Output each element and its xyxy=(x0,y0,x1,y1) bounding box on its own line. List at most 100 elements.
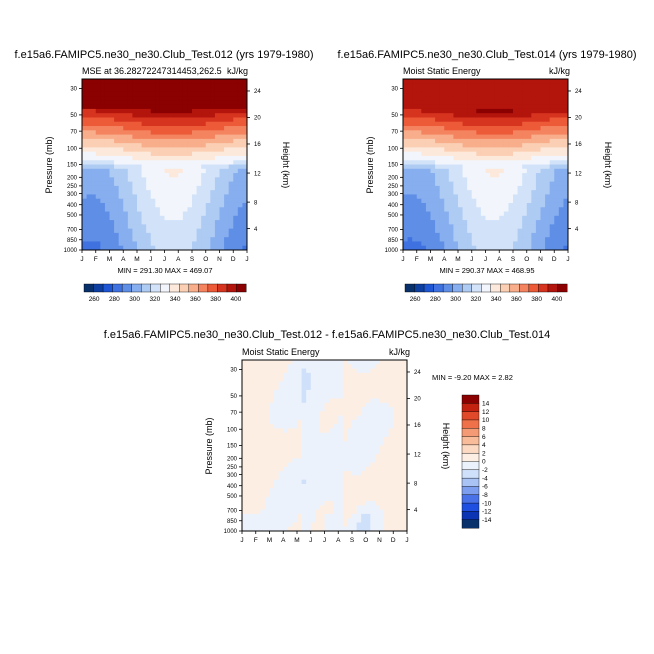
heatmap-cell xyxy=(155,190,161,195)
heatmap-cell xyxy=(104,164,110,170)
heatmap-cell xyxy=(407,207,413,212)
heatmap-cell xyxy=(301,449,307,455)
heatmap-cell xyxy=(412,91,418,97)
heatmap-cell xyxy=(356,364,362,369)
heatmap-cell xyxy=(178,232,184,238)
heatmap-cell xyxy=(480,100,486,106)
heatmap-cell xyxy=(201,79,207,84)
heatmap-cell xyxy=(503,228,509,234)
heatmap-cell xyxy=(196,87,202,93)
heatmap-cell xyxy=(526,215,532,221)
heatmap-cell xyxy=(169,134,175,140)
colorbar-label: 260 xyxy=(410,296,421,303)
heatmap-cell xyxy=(435,79,441,84)
heatmap-cell xyxy=(109,117,115,123)
heatmap-cell xyxy=(494,241,500,247)
heatmap-cell xyxy=(127,164,133,170)
heatmap-cell xyxy=(260,522,266,528)
heatmap-cell xyxy=(233,96,239,101)
heatmap-cell xyxy=(448,100,454,106)
heatmap-cell xyxy=(95,241,101,247)
heatmap-cell xyxy=(283,368,289,374)
heatmap-cell xyxy=(118,96,124,101)
heatmap-cell xyxy=(104,224,110,230)
heatmap-cell xyxy=(430,241,436,247)
heatmap-cell xyxy=(467,113,473,118)
heatmap-cell xyxy=(403,108,408,114)
heatmap-cell xyxy=(132,177,138,183)
heatmap-cell xyxy=(526,134,532,140)
heatmap-cell xyxy=(201,83,207,88)
heatmap-cell xyxy=(164,87,170,93)
heatmap-cell xyxy=(132,100,138,106)
heatmap-cell xyxy=(264,372,270,378)
heatmap-cell xyxy=(407,168,413,174)
heatmap-cell xyxy=(237,190,243,195)
heatmap-cell xyxy=(517,168,523,174)
heatmap-cell xyxy=(531,228,537,234)
heatmap-cell xyxy=(292,462,298,468)
heatmap-cell xyxy=(526,113,532,118)
heatmap-cell xyxy=(425,198,431,204)
heatmap-cell xyxy=(448,113,454,118)
heatmap-cell xyxy=(187,143,193,148)
heatmap-cell xyxy=(508,126,514,131)
heatmap-cell xyxy=(146,87,152,93)
heatmap-cell xyxy=(95,83,101,88)
heatmap-cell xyxy=(403,202,408,208)
heatmap-cell xyxy=(82,181,87,187)
heatmap-cell xyxy=(306,360,312,365)
heatmap-cell xyxy=(522,207,528,212)
heatmap-cell xyxy=(535,181,541,187)
heatmap-cell xyxy=(283,522,289,528)
heatmap-cell xyxy=(545,155,551,161)
heatmap-cell xyxy=(471,164,477,170)
colorbar-swatch xyxy=(404,283,415,293)
heatmap-cell xyxy=(150,91,156,97)
heatmap-cell xyxy=(333,441,339,446)
heatmap-cell xyxy=(278,458,284,464)
heatmap-cell xyxy=(485,121,491,127)
heatmap-cell xyxy=(467,130,473,135)
heatmap-cell xyxy=(210,138,216,144)
heatmap-cell xyxy=(264,385,270,391)
y-tick-label: 500 xyxy=(388,213,399,219)
heatmap-cell xyxy=(416,241,422,247)
heatmap-cell xyxy=(264,518,270,523)
heatmap-cell xyxy=(132,79,138,84)
heatmap-cell xyxy=(95,220,101,225)
heatmap-cell xyxy=(155,108,161,114)
heatmap-cell xyxy=(549,104,555,110)
heatmap-cell xyxy=(132,198,138,204)
heatmap-cell xyxy=(485,113,491,118)
heatmap-cell xyxy=(435,202,441,208)
heatmap-cell xyxy=(490,232,496,238)
heatmap-cell xyxy=(192,130,197,135)
heatmap-cell xyxy=(141,164,147,170)
heatmap-cell xyxy=(173,130,179,135)
heatmap-cell xyxy=(123,164,129,170)
heatmap-cell xyxy=(361,466,367,472)
heatmap-cell xyxy=(393,381,399,387)
heatmap-cell xyxy=(448,87,454,93)
heatmap-cell xyxy=(379,385,385,391)
heatmap-cell xyxy=(499,168,505,174)
heatmap-cell xyxy=(210,87,216,93)
heatmap-cell xyxy=(228,143,234,148)
heatmap-cell xyxy=(545,113,551,118)
heatmap-cell xyxy=(545,126,551,131)
heatmap-cell xyxy=(301,415,307,421)
heatmap-cell xyxy=(100,228,106,234)
heatmap-cell xyxy=(490,117,496,123)
heatmap-cell xyxy=(535,79,541,84)
heatmap-cell xyxy=(324,428,330,434)
heatmap-cell xyxy=(228,108,234,114)
heatmap-cell xyxy=(356,454,362,459)
heatmap-cell xyxy=(123,121,129,127)
heatmap-cell xyxy=(319,466,325,472)
heatmap-cell xyxy=(319,411,325,416)
heatmap-cell xyxy=(127,91,133,97)
heatmap-cell xyxy=(297,471,302,476)
heatmap-cell xyxy=(485,83,491,88)
heatmap-cell xyxy=(342,432,348,438)
